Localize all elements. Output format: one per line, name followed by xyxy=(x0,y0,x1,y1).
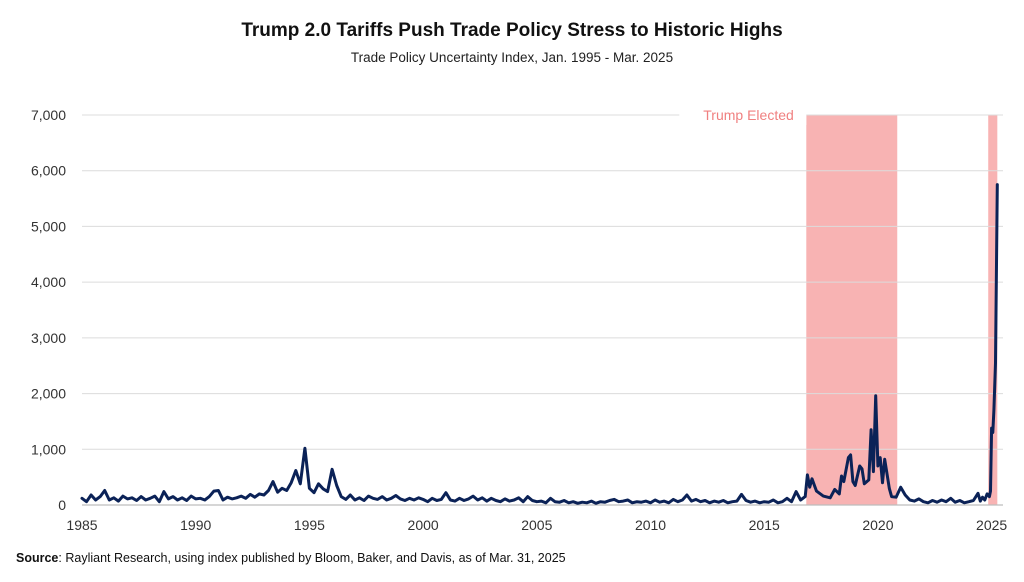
x-tick-label-2005: 2005 xyxy=(521,517,552,533)
annotation-background-0 xyxy=(679,105,807,125)
y-tick-label-6000: 6,000 xyxy=(31,163,66,179)
source-label: Source xyxy=(16,551,59,565)
x-tick-label-1985: 1985 xyxy=(66,517,97,533)
x-tick-label-2015: 2015 xyxy=(749,517,780,533)
x-axis-tick-labels: 1985 1990 1995 2000 2005 2010 2015 2020 2025 xyxy=(66,517,1007,533)
chart-title: Trump 2.0 Tariffs Push Trade Policy Stre… xyxy=(241,20,783,41)
x-tick-label-1990: 1990 xyxy=(180,517,211,533)
y-tick-label-5000: 5,000 xyxy=(31,218,66,234)
x-tick-label-1995: 1995 xyxy=(294,517,325,533)
y-tick-label-0: 0 xyxy=(58,497,66,513)
x-tick-label-2010: 2010 xyxy=(635,517,666,533)
series-line-0 xyxy=(80,183,999,505)
chart-subtitle: Trade Policy Uncertainty Index, Jan. 199… xyxy=(350,50,674,65)
series-lines xyxy=(80,183,999,505)
source-text: : Rayliant Research, using index publish… xyxy=(58,551,566,565)
y-axis-tick-labels: 0 1,000 2,000 3,000 4,000 5,000 6,000 7,000 xyxy=(31,107,66,513)
y-tick-label-1000: 1,000 xyxy=(31,441,66,457)
x-tick-label-2000: 2000 xyxy=(408,517,439,533)
shaded-period-0 xyxy=(806,115,898,505)
gridlines xyxy=(82,114,1003,506)
source-note: Source: Rayliant Research, using index p… xyxy=(16,551,566,565)
y-tick-label-3000: 3,000 xyxy=(31,330,66,346)
x-tick-label-2025: 2025 xyxy=(976,517,1007,533)
shaded-periods xyxy=(806,115,998,505)
y-tick-label-4000: 4,000 xyxy=(31,274,66,290)
x-tick-label-2020: 2020 xyxy=(862,517,893,533)
shaded-period-1 xyxy=(988,115,998,505)
annotation-0: Trump Elected xyxy=(703,107,794,123)
y-tick-label-7000: 7,000 xyxy=(31,107,66,123)
annotations: Trump Elected xyxy=(679,105,807,125)
y-tick-label-2000: 2,000 xyxy=(31,386,66,402)
